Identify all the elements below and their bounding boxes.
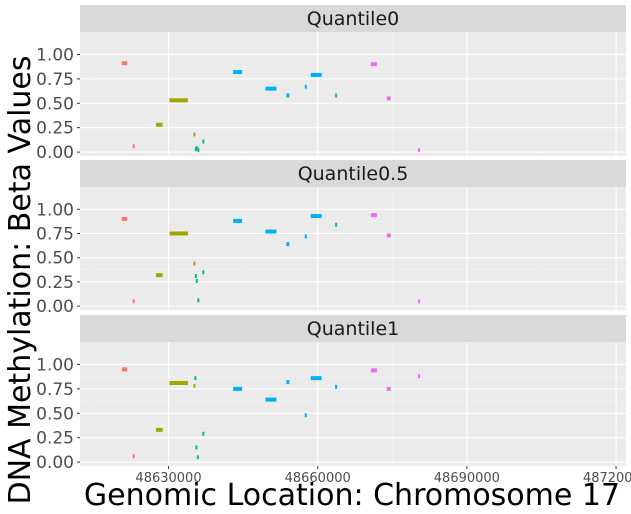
facet-panel-1: Quantile0 0.00 0.25 0.50 0.75 1.00 [36,5,626,163]
segment-olive [169,98,188,103]
segment-blue [286,242,290,247]
facet-strip-label: Quantile1 [307,318,399,340]
segment-olive [193,261,196,266]
segment-olive [193,132,196,137]
segment-blue [265,86,277,91]
y-tick-label: 0.75 [36,380,74,400]
segment-green [196,455,199,460]
segment-olive [193,383,196,388]
y-tick-label: 0.75 [36,70,74,90]
segment-orange [121,216,128,221]
segment-blue [233,386,243,391]
segment-pink [418,374,421,379]
panel-background [80,32,626,156]
facet-strip [80,160,626,187]
y-tick-label: 0.50 [36,94,74,114]
segment-orange [121,61,128,66]
segment-blue [335,222,338,227]
segment-blue [265,229,277,234]
segment-pink [386,386,391,391]
panel-background [80,342,626,466]
segment-blue [304,413,307,418]
segment-olive [169,381,188,386]
segment-green [195,278,198,283]
segment-blue [310,214,322,219]
segment-orange [132,144,135,149]
facet-panels: Quantile00.000.250.500.751.00Quantile0.5… [36,5,626,473]
segment-blue [310,376,322,381]
y-tick-label: 0.25 [36,273,74,293]
segment-pink [386,233,391,238]
segment-blue [286,380,290,385]
y-tick-label: 0.00 [36,143,74,163]
y-tick-label: 0.75 [36,224,74,244]
y-tick-label: 1.00 [36,355,74,375]
x-tick-label: 48660000 [285,471,351,486]
segment-olive [156,273,163,278]
panel-background [80,187,626,310]
segment-green [202,139,205,144]
facet-panel-2: Quantile0.5 0.00 0.25 0.50 0.75 1.00 [36,160,626,317]
x-tick-label: 48690000 [434,471,500,486]
x-tick-label: 48630000 [135,471,201,486]
segment-pink [370,213,377,218]
segment-olive [169,231,188,236]
segment-blue [233,70,243,75]
segment-orange [121,367,128,372]
segment-green [197,298,200,303]
facet-strip-label: Quantile0.5 [298,163,409,185]
facet-strip-label: Quantile0 [307,8,399,30]
y-tick-label: 1.00 [36,45,74,65]
x-axis: 48630000 48660000 48690000 48720000 [135,466,631,486]
segment-blue [233,218,243,223]
segment-pink [418,299,421,304]
segment-blue [335,93,338,98]
segment-blue [310,72,322,77]
segment-olive [156,427,163,432]
y-tick-label: 0.50 [36,249,74,269]
facet-panel-3: Quantile1 0.00 0.25 0.50 0.75 1.00 [36,315,626,473]
segment-olive [156,122,163,127]
segment-green [195,445,198,450]
segment-green [202,431,205,436]
x-axis-title: Genomic Location: Chromosome 17 [84,478,620,513]
y-tick-label: 0.25 [36,429,74,449]
segment-blue [304,84,307,89]
segment-green [197,148,200,153]
segment-green [194,376,197,381]
segment-orange [132,454,135,459]
segment-pink [386,96,391,101]
y-tick-label: 0.50 [36,404,74,424]
segment-blue [265,397,277,402]
segment-green [194,274,197,279]
segment-pink [370,368,377,373]
facet-strip [80,315,626,342]
y-axis-title: DNA Methylation: Beta Values [3,55,38,504]
segment-orange [132,299,135,304]
y-tick-label: 0.00 [36,453,74,473]
segment-pink [370,62,377,67]
segment-blue [286,93,290,98]
y-tick-label: 1.00 [36,200,74,220]
x-tick-label: 48720000 [583,471,631,486]
segment-pink [418,148,421,153]
segment-blue [335,384,338,389]
segment-green [195,146,198,151]
facet-strip [80,5,626,32]
y-tick-label: 0.25 [36,119,74,139]
y-tick-label: 0.00 [36,297,74,317]
segment-blue [304,234,307,239]
segment-green [202,270,205,275]
